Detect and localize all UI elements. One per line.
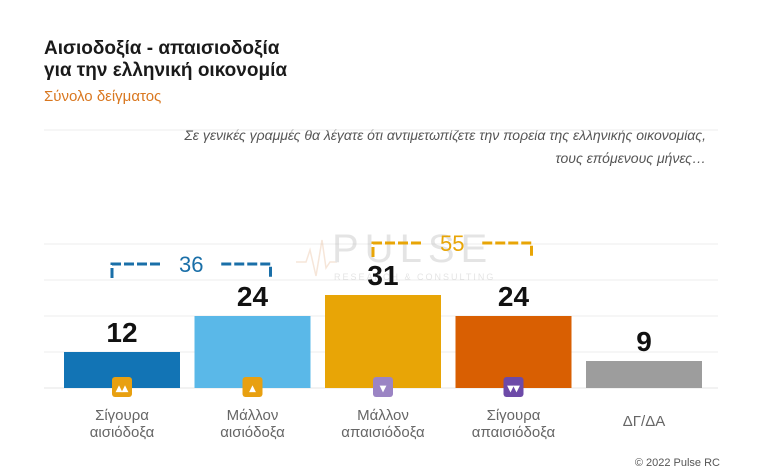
value-label: 9 xyxy=(636,326,652,357)
icon-badge xyxy=(373,377,393,397)
bar xyxy=(586,361,702,388)
watermark-brand: PULSE xyxy=(332,227,493,271)
thumbs-down-icon: ▾ xyxy=(373,377,393,397)
icon-glyph: ▴▴ xyxy=(115,381,129,395)
category-icons: ▴▴ ▴ ▾ ▾▾ xyxy=(112,377,524,397)
category-label: Μάλλον xyxy=(227,407,279,424)
group-total-label: 36 xyxy=(179,252,203,277)
icon-glyph: ▾▾ xyxy=(506,381,520,395)
bar xyxy=(194,316,311,388)
category-label: Σίγουρα xyxy=(487,407,541,424)
category-label: απαισιόδοξα xyxy=(341,424,425,441)
value-labels: 12 24 31 24 9 xyxy=(106,260,651,357)
watermark-tagline: RESEARCH & CONSULTING xyxy=(334,272,495,282)
bracket-left xyxy=(110,262,162,278)
group-bracket: 36 xyxy=(110,252,272,278)
watermark-pulse-line xyxy=(296,239,337,277)
category-labels: ΣίγουρααισιόδοξαΜάλλοναισιόδοξαΜάλλοναπα… xyxy=(90,407,666,441)
icon-glyph: ▴ xyxy=(248,381,256,395)
icon-badge xyxy=(112,377,132,397)
group-brackets: 36 55 xyxy=(110,231,533,278)
group-bracket: 55 xyxy=(371,231,533,257)
value-label: 24 xyxy=(237,281,269,312)
thumbs-up-double-icon: ▴▴ xyxy=(112,377,132,397)
survey-question: Σε γενικές γραμμές θα λέγατε ότι αντιμετ… xyxy=(106,124,706,170)
bracket-right xyxy=(482,241,533,257)
bars xyxy=(64,295,702,388)
bracket-left xyxy=(371,241,423,257)
copyright: © 2022 Pulse RC xyxy=(634,457,720,469)
category-label: Σίγουρα xyxy=(95,407,149,424)
value-label: 31 xyxy=(367,260,398,291)
watermark: PULSE RESEARCH & CONSULTING xyxy=(296,227,495,282)
chart-title: Αισιοδοξία - απαισιοδοξία για την ελληνι… xyxy=(44,38,287,82)
category-label: ΔΓ/ΔΑ xyxy=(623,413,665,430)
thumbs-down-double-icon: ▾▾ xyxy=(503,377,524,397)
icon-badge xyxy=(503,377,524,397)
value-label: 24 xyxy=(498,281,530,312)
title-line-2: για την ελληνική οικονομία xyxy=(44,60,288,81)
question-line-2: τους επόμενους μήνες… xyxy=(555,150,706,166)
icon-badge xyxy=(242,377,263,397)
thumbs-up-icon: ▴ xyxy=(242,377,263,397)
bar xyxy=(455,316,572,388)
category-label: αισιόδοξα xyxy=(220,424,285,441)
category-label: αισιόδοξα xyxy=(90,424,155,441)
question-line-1: Σε γενικές γραμμές θα λέγατε ότι αντιμετ… xyxy=(184,127,706,143)
category-label: απαισιόδοξα xyxy=(472,424,556,441)
value-label: 12 xyxy=(106,317,137,348)
group-total-label: 55 xyxy=(440,231,464,256)
category-label: Μάλλον xyxy=(357,407,409,424)
title-line-1: Αισιοδοξία - απαισιοδοξία xyxy=(44,38,280,59)
icon-glyph: ▾ xyxy=(379,381,387,395)
bar xyxy=(325,295,441,388)
chart-subtitle: Σύνολο δείγματος xyxy=(44,88,162,105)
bracket-right xyxy=(221,262,272,278)
